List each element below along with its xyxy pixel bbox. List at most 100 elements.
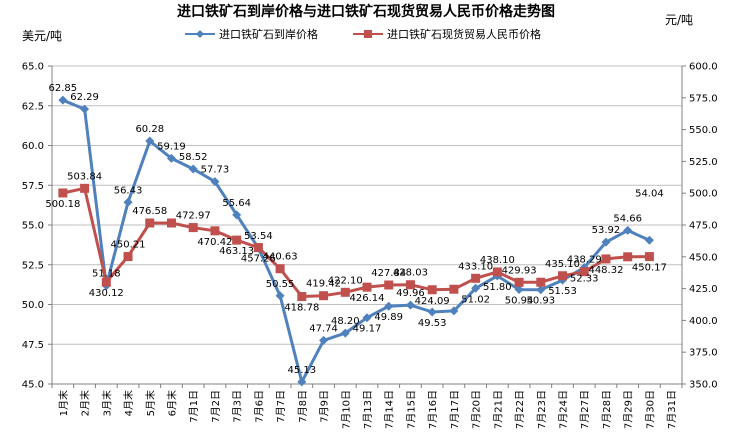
data-point-diamond [58,95,68,105]
x-tick-label: 1月末 [57,390,70,416]
chart-title: 进口铁矿石到岸价格与进口铁矿石现货贸易人民币价格走势图 [177,3,555,20]
data-point-square [427,285,437,295]
data-point-diamond [232,210,242,220]
data-label: 500.18 [45,199,80,210]
data-point-diamond [536,285,546,295]
data-point-square [232,235,242,245]
y-right-tick-label: 475.0 [689,221,718,232]
data-label: 438.29 [567,255,602,266]
data-point-square [340,287,350,297]
y-right-tick-label: 425.0 [689,284,718,295]
data-point-diamond [514,285,524,295]
data-label: 51.53 [548,286,577,297]
x-tick-label: 7月24日 [558,390,570,429]
data-label: 47.74 [309,323,338,334]
x-tick-label: 7月31日 [666,390,678,429]
x-tick-label: 7月7日 [275,390,287,423]
data-label: 463.13 [219,246,254,257]
data-label: 51.80 [483,282,512,293]
x-tick-label: 7月1日 [188,390,200,423]
data-point-square [275,264,285,274]
y-right-tick-label: 525.0 [689,157,718,168]
data-point-diamond [384,301,394,311]
data-point-square [362,282,372,292]
data-point-diamond [644,235,654,245]
data-label: 51.18 [92,269,121,280]
data-label: 51.02 [461,294,490,305]
data-label: 50.94 [505,296,534,307]
data-label: 440.63 [263,252,298,263]
data-label: 418.78 [284,303,319,314]
data-point-square [471,273,481,283]
data-point-square [536,277,546,287]
data-label: 57.73 [201,165,230,176]
x-tick-label: 7月13日 [362,390,374,429]
data-point-square [101,277,111,287]
legend-square-icon [364,30,372,38]
x-tick-label: 7月15日 [405,390,417,429]
data-point-square [579,267,589,277]
data-point-diamond [601,237,611,247]
y-left-tick-label: 50.0 [22,300,44,311]
x-tick-label: 7月8日 [297,390,309,423]
data-point-diamond [319,335,329,345]
y-left-tick-label: 52.5 [22,260,44,271]
data-point-diamond [427,307,437,317]
data-label: 427.84 [371,268,406,279]
data-point-square [58,188,68,198]
x-tick-label: 7月3日 [232,390,244,423]
data-label: 53.92 [592,225,621,236]
y-left-tick-label: 55.0 [22,221,44,232]
x-tick-label: 7月23日 [536,390,548,429]
data-label: 58.52 [179,152,208,163]
data-label: 52.33 [570,273,599,284]
data-point-square [166,218,176,228]
data-label: 429.93 [502,265,537,276]
data-point-square [514,277,524,287]
y-right-tick-label: 375.0 [689,348,718,359]
data-point-diamond [145,136,155,146]
data-label: 435.10 [545,259,580,270]
data-label: 448.32 [588,265,623,276]
y-right-tick-label: 350.0 [689,380,718,391]
data-point-diamond [405,300,415,310]
x-tick-label: 7月9日 [319,390,331,423]
data-label: 53.54 [244,231,273,242]
legend-label-rmb: 进口铁矿石现货贸易人民币价格 [387,27,541,41]
data-point-square [253,243,263,253]
data-label: 472.97 [176,211,211,222]
data-point-square [623,252,633,262]
data-point-diamond [362,313,372,323]
data-point-square [80,183,90,193]
y-right-unit: 元/吨 [665,13,693,27]
y-left-tick-label: 60.0 [22,141,44,152]
data-label: 457.26 [241,254,276,265]
y-right-tick-label: 500.0 [689,189,718,200]
x-tick-label: 7月22日 [514,390,526,429]
data-label: 56.43 [114,185,143,196]
data-point-diamond [340,328,350,338]
data-point-square [123,252,133,262]
data-point-square [145,218,155,228]
x-tick-label: 4月末 [122,390,135,416]
data-label: 422.10 [328,275,363,286]
data-point-square [384,280,394,290]
data-point-square [492,267,502,277]
data-label: 49.89 [374,312,403,323]
legend: 进口铁矿石到岸价格 进口铁矿石现货贸易人民币价格 [185,27,541,41]
x-tick-label: 7月14日 [384,390,396,429]
legend-label-cif: 进口铁矿石到岸价格 [219,27,318,41]
x-tick-label: 3月末 [100,390,113,416]
x-tick-label: 7月27日 [579,390,591,429]
data-point-diamond [297,377,307,387]
data-point-diamond [80,104,90,114]
y-axis-right: 350.0 375.0 400.0 425.0 450.0 475.0 500.0 525.0… [681,62,718,391]
y-left-tick-label: 62.5 [22,101,44,112]
data-point-diamond [188,164,198,174]
x-tick-label: 7月29日 [623,390,635,429]
data-label: 55.64 [222,198,251,209]
y-left-tick-label: 47.5 [22,340,44,351]
series-line-cif [62,98,651,384]
x-tick-label: 7月21日 [492,390,504,429]
y-left-unit: 美元/吨 [22,29,62,43]
